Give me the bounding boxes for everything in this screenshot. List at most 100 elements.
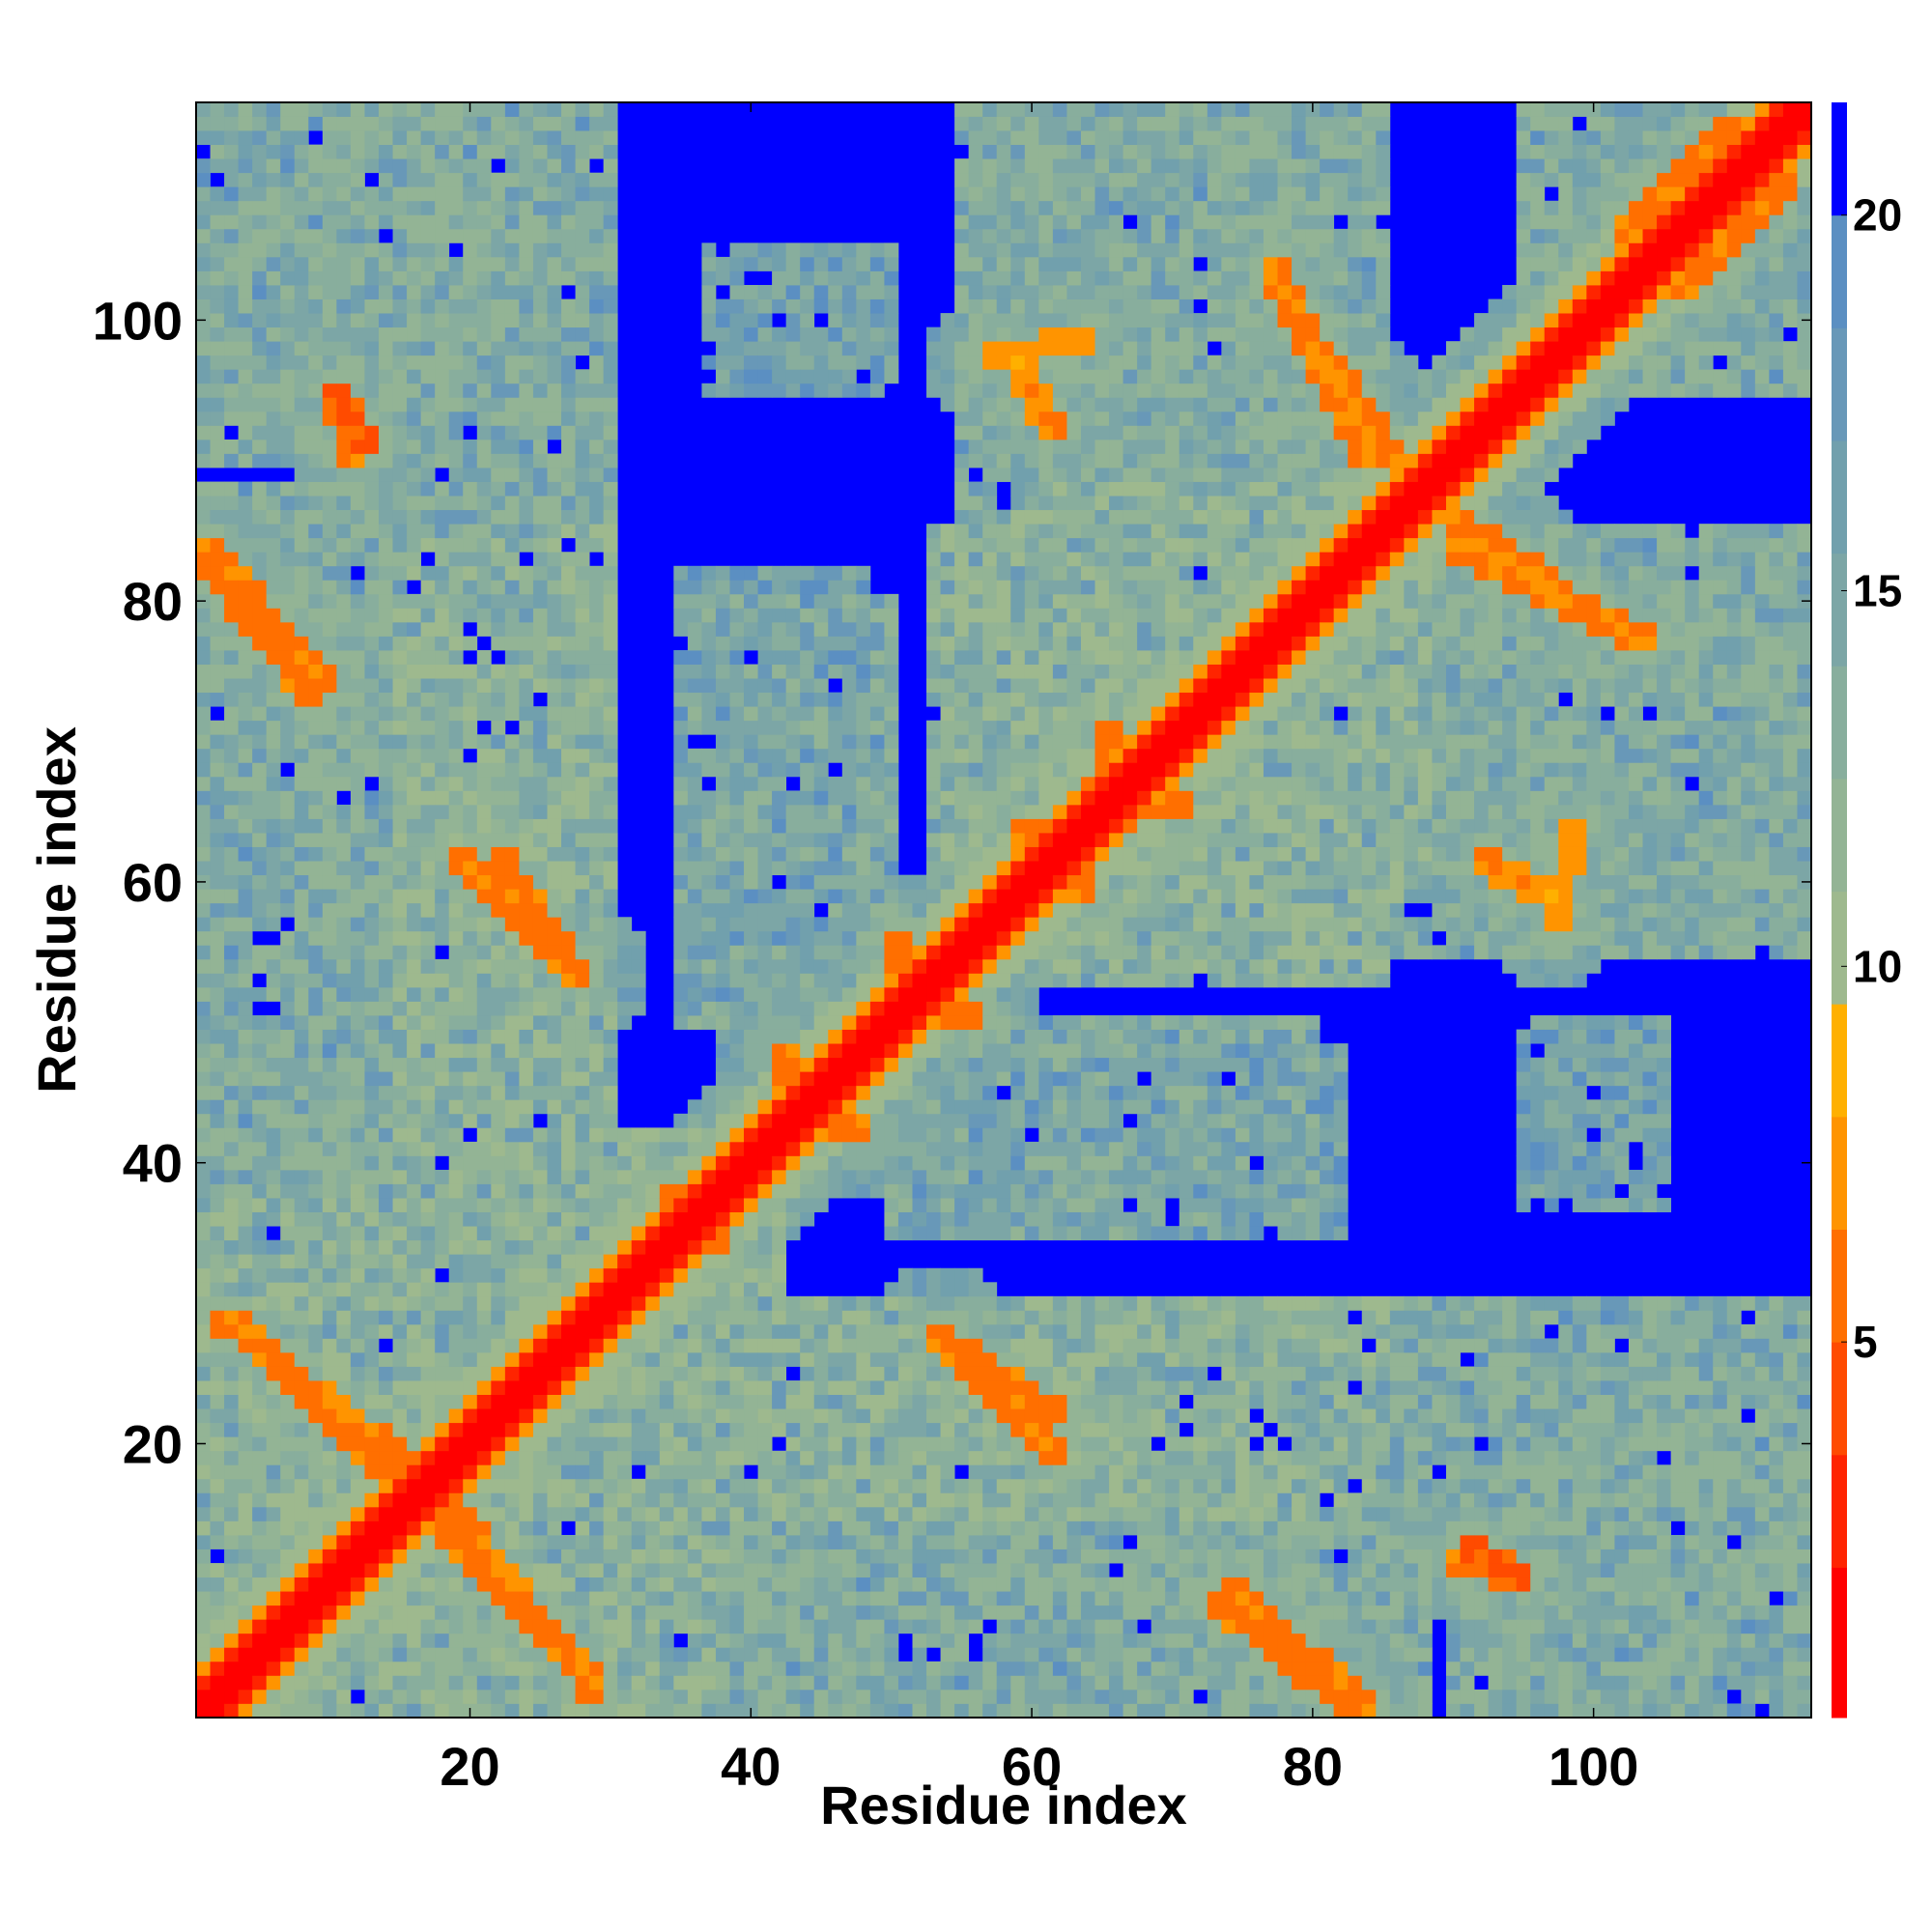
heatmap-cell: [407, 958, 422, 974]
heatmap-cell: [448, 1141, 464, 1156]
heatmap-cell: [266, 341, 281, 356]
heatmap-cell: [196, 1605, 211, 1620]
heatmap-cell: [869, 256, 885, 271]
heatmap-cell: [224, 1127, 240, 1143]
heatmap-cell: [603, 1366, 618, 1381]
heatmap-cell: [575, 468, 590, 482]
heatmap-cell: [210, 1057, 225, 1072]
heatmap-cell: [575, 1436, 590, 1452]
heatmap-cell: [772, 1029, 787, 1044]
heatmap-cell: [435, 1001, 450, 1016]
heatmap-cell: [308, 1661, 324, 1676]
heatmap-cell: [673, 1647, 689, 1662]
heatmap-cell: [603, 1408, 618, 1424]
heatmap-cell: [813, 1366, 829, 1381]
heatmap-cell: [210, 453, 225, 469]
heatmap-cell: [280, 1478, 296, 1493]
heatmap-cell: [673, 706, 689, 722]
heatmap-cell: [350, 186, 365, 202]
heatmap-cell: [659, 1295, 674, 1311]
heatmap-cell: [532, 1380, 548, 1395]
heatmap-cell: [392, 1619, 408, 1634]
heatmap-cell: [322, 439, 337, 454]
heatmap-cell: [294, 1351, 309, 1367]
heatmap-cell: [884, 818, 899, 834]
heatmap-cell: [463, 411, 478, 426]
heatmap-cell: [364, 509, 380, 525]
heatmap-cell: [631, 1408, 646, 1424]
heatmap-cell: [828, 1380, 843, 1395]
heatmap-cell: [210, 144, 225, 159]
heatmap-cell: [504, 1239, 520, 1255]
heatmap-cell: [364, 1591, 380, 1606]
heatmap-cell: [603, 833, 618, 847]
heatmap-cell: [617, 1661, 633, 1676]
heatmap-cell: [841, 1310, 857, 1325]
heatmap-cell: [336, 186, 352, 202]
heatmap-cell: [856, 341, 871, 356]
heatmap-cell: [547, 1029, 562, 1044]
heatmap-cell: [448, 1675, 464, 1690]
heatmap-cell: [841, 1689, 857, 1704]
heatmap-cell: [589, 748, 605, 763]
heatmap-cell: [196, 1548, 211, 1564]
heatmap-cell: [701, 1605, 717, 1620]
heatmap-cell: [884, 369, 899, 384]
heatmap-cell: [252, 1169, 268, 1184]
heatmap-cell: [547, 986, 562, 1002]
heatmap-cell: [532, 1310, 548, 1325]
heatmap-cell: [575, 1408, 590, 1424]
heatmap-cell: [463, 1647, 478, 1662]
heatmap-cell: [476, 524, 492, 539]
heatmap-cell: [336, 1015, 352, 1030]
heatmap-cell: [448, 1099, 464, 1115]
heatmap-cell: [322, 1605, 337, 1620]
heatmap-cell: [392, 1029, 408, 1044]
heatmap-cell: [420, 1478, 436, 1493]
heatmap-cell: [336, 1506, 352, 1521]
heatmap-cell: [491, 1619, 506, 1634]
heatmap-cell: [294, 608, 309, 623]
heatmap-cell: [519, 341, 534, 356]
heatmap-cell: [856, 1310, 871, 1325]
heatmap-cell: [252, 846, 268, 862]
heatmap-cell: [280, 692, 296, 707]
heatmap-cell: [336, 580, 352, 595]
heatmap-cell: [869, 313, 885, 328]
heatmap-cell: [238, 1633, 253, 1648]
heatmap-cell: [813, 1591, 829, 1606]
heatmap-cell: [336, 1647, 352, 1662]
heatmap-cell: [463, 1198, 478, 1212]
heatmap-cell: [645, 1675, 661, 1690]
heatmap-cell: [532, 439, 548, 454]
heatmap-cell: [238, 116, 253, 131]
heatmap-cell: [715, 1141, 730, 1156]
heatmap-cell: [322, 664, 337, 679]
heatmap-cell: [715, 1689, 730, 1704]
heatmap-cell: [435, 748, 450, 763]
heatmap-cell: [772, 270, 787, 286]
heatmap-cell: [476, 411, 492, 426]
heatmap-cell: [828, 285, 843, 299]
heatmap-cell: [224, 636, 240, 651]
heatmap-cell: [476, 537, 492, 553]
heatmap-cell: [897, 1085, 913, 1100]
heatmap-cell: [841, 1506, 857, 1521]
heatmap-cell: [729, 930, 745, 946]
heatmap-cell: [392, 383, 408, 398]
heatmap-cell: [547, 804, 562, 819]
heatmap-cell: [379, 1450, 393, 1465]
heatmap-cell: [869, 369, 885, 384]
heatmap-cell: [196, 1099, 211, 1115]
heatmap-cell: [435, 172, 450, 187]
heatmap-cell: [448, 1323, 464, 1339]
heatmap-cell: [448, 256, 464, 271]
heatmap-cell: [575, 1605, 590, 1620]
heatmap-cell: [252, 509, 268, 525]
heatmap-cell: [420, 1029, 436, 1044]
heatmap-cell: [575, 790, 590, 806]
heatmap-cell: [476, 158, 492, 174]
heatmap-cell: [772, 1169, 787, 1184]
heatmap-cell: [210, 846, 225, 862]
heatmap-cell: [266, 313, 281, 328]
